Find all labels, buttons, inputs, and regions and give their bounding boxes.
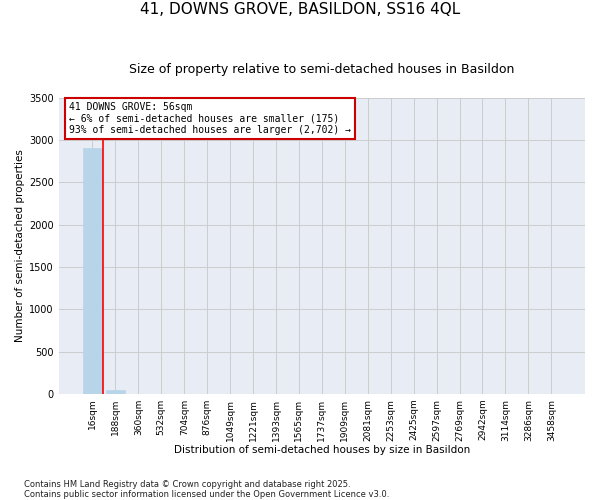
Text: 41 DOWNS GROVE: 56sqm
← 6% of semi-detached houses are smaller (175)
93% of semi: 41 DOWNS GROVE: 56sqm ← 6% of semi-detac… [70, 102, 352, 135]
Text: Contains HM Land Registry data © Crown copyright and database right 2025.
Contai: Contains HM Land Registry data © Crown c… [24, 480, 389, 499]
X-axis label: Distribution of semi-detached houses by size in Basildon: Distribution of semi-detached houses by … [174, 445, 470, 455]
Title: Size of property relative to semi-detached houses in Basildon: Size of property relative to semi-detach… [129, 62, 515, 76]
Bar [83, 148, 102, 394]
Text: 41, DOWNS GROVE, BASILDON, SS16 4QL: 41, DOWNS GROVE, BASILDON, SS16 4QL [140, 2, 460, 18]
Y-axis label: Number of semi-detached properties: Number of semi-detached properties [15, 149, 25, 342]
Bar [106, 390, 125, 394]
